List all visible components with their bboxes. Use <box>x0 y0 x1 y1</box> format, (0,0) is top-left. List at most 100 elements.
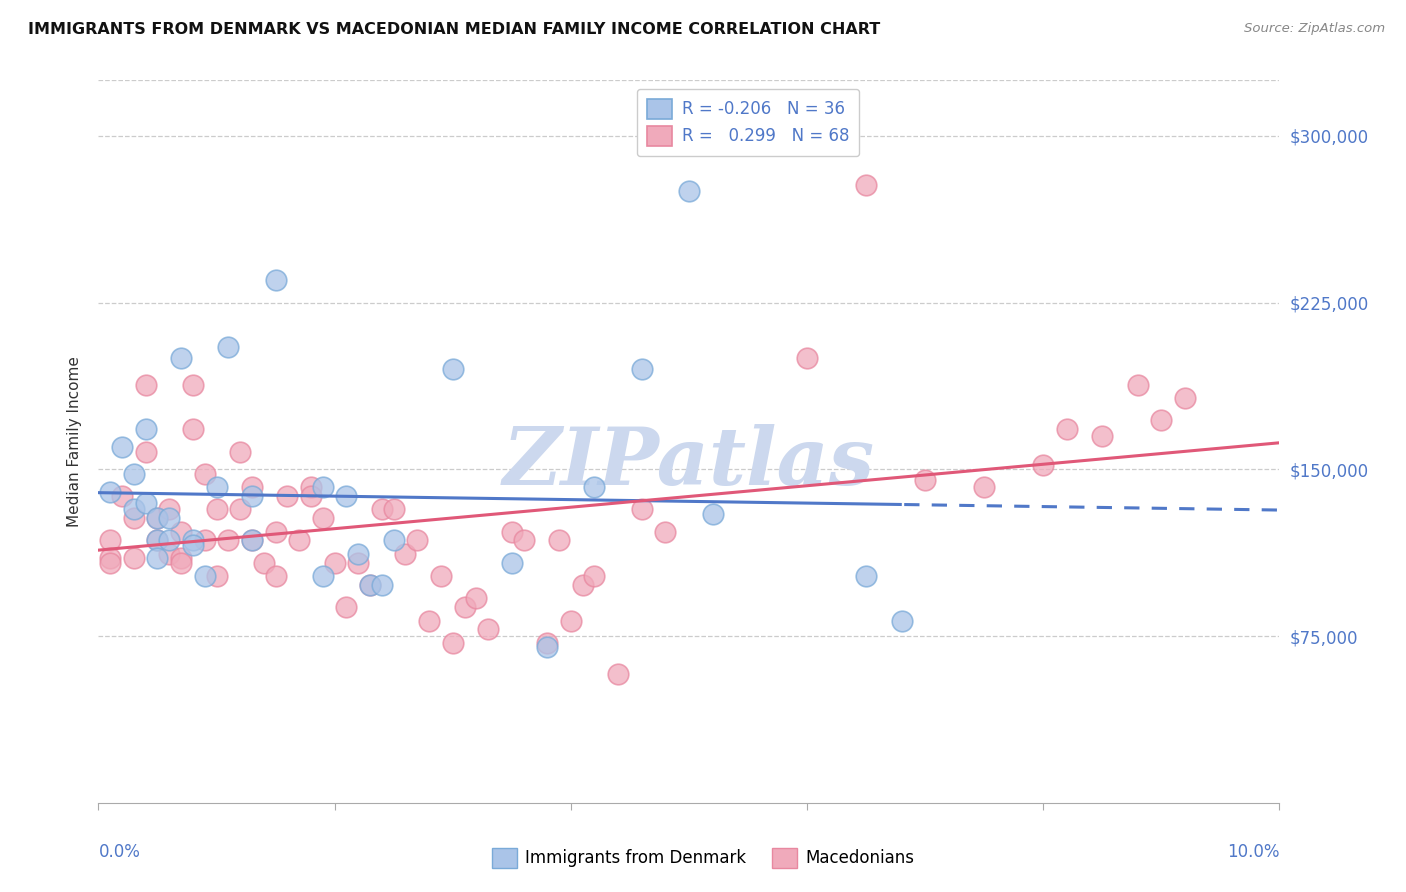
Point <box>181 377 204 392</box>
Point <box>702 507 724 521</box>
Point <box>335 600 357 615</box>
Point <box>583 569 606 583</box>
Text: ZIPatlas: ZIPatlas <box>503 425 875 502</box>
Point <box>217 340 239 354</box>
Point <box>170 524 193 539</box>
Point <box>441 636 464 650</box>
Point <box>264 524 287 539</box>
Point <box>335 489 357 503</box>
Point <box>371 578 394 592</box>
Point <box>796 351 818 366</box>
Point <box>382 502 405 516</box>
Point <box>288 533 311 548</box>
Point <box>135 422 157 436</box>
Point <box>264 273 287 287</box>
Legend: R = -0.206   N = 36, R =   0.299   N = 68: R = -0.206 N = 36, R = 0.299 N = 68 <box>637 88 859 156</box>
Point <box>855 178 877 192</box>
Point <box>536 640 558 655</box>
Point <box>170 351 193 366</box>
Point <box>98 533 121 548</box>
Point <box>890 614 912 628</box>
Point <box>240 480 263 494</box>
Legend: Immigrants from Denmark, Macedonians: Immigrants from Denmark, Macedonians <box>485 841 921 875</box>
Point <box>253 556 276 570</box>
Point <box>560 614 582 628</box>
Point <box>630 502 652 516</box>
Point <box>501 524 523 539</box>
Point <box>312 511 335 525</box>
Point <box>240 533 263 548</box>
Point <box>122 551 145 566</box>
Point <box>146 551 169 566</box>
Point <box>157 511 180 525</box>
Point <box>418 614 440 628</box>
Point <box>347 556 370 570</box>
Point <box>181 422 204 436</box>
Point <box>312 569 335 583</box>
Point <box>607 666 630 681</box>
Point <box>135 377 157 392</box>
Point <box>394 547 416 561</box>
Point <box>264 569 287 583</box>
Point <box>1056 422 1078 436</box>
Point <box>453 600 475 615</box>
Point <box>914 474 936 488</box>
Point <box>430 569 453 583</box>
Point <box>229 444 252 458</box>
Point <box>157 502 180 516</box>
Point <box>1150 413 1173 427</box>
Point <box>146 511 169 525</box>
Point <box>406 533 429 548</box>
Point <box>548 533 571 548</box>
Point <box>205 502 228 516</box>
Point <box>382 533 405 548</box>
Point <box>135 496 157 510</box>
Point <box>359 578 381 592</box>
Point <box>1126 377 1149 392</box>
Point <box>347 547 370 561</box>
Point <box>170 556 193 570</box>
Point <box>146 533 169 548</box>
Point <box>536 636 558 650</box>
Point <box>122 502 145 516</box>
Point <box>654 524 676 539</box>
Text: 0.0%: 0.0% <box>98 843 141 861</box>
Point <box>157 533 180 548</box>
Point <box>855 569 877 583</box>
Point <box>205 480 228 494</box>
Point <box>371 502 394 516</box>
Point <box>146 511 169 525</box>
Point <box>583 480 606 494</box>
Point <box>181 533 204 548</box>
Point <box>122 511 145 525</box>
Point <box>111 489 134 503</box>
Point <box>441 362 464 376</box>
Point <box>299 489 322 503</box>
Point <box>181 538 204 552</box>
Y-axis label: Median Family Income: Median Family Income <box>67 356 83 527</box>
Point <box>1174 391 1197 405</box>
Point <box>630 362 652 376</box>
Point <box>1091 429 1114 443</box>
Point <box>973 480 995 494</box>
Point <box>98 551 121 566</box>
Text: Source: ZipAtlas.com: Source: ZipAtlas.com <box>1244 22 1385 36</box>
Point <box>276 489 298 503</box>
Point <box>571 578 593 592</box>
Point <box>501 556 523 570</box>
Point <box>157 547 180 561</box>
Point <box>111 440 134 454</box>
Point <box>205 569 228 583</box>
Point <box>194 533 217 548</box>
Point <box>170 551 193 566</box>
Point <box>477 623 499 637</box>
Point <box>240 489 263 503</box>
Point <box>229 502 252 516</box>
Point <box>1032 458 1054 472</box>
Point <box>194 467 217 481</box>
Point <box>323 556 346 570</box>
Point <box>240 533 263 548</box>
Text: 10.0%: 10.0% <box>1227 843 1279 861</box>
Point <box>465 591 488 606</box>
Point <box>217 533 239 548</box>
